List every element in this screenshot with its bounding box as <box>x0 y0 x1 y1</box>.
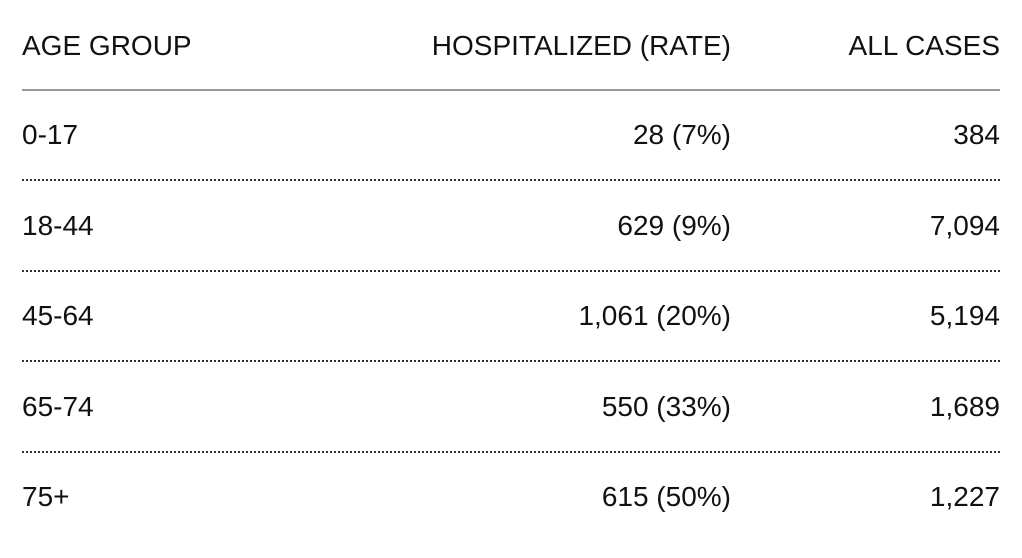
table-cell: 18-44 <box>22 209 94 241</box>
table-cell: 1,227 <box>929 481 1000 512</box>
table-cell: 45-64 <box>22 300 94 331</box>
table-cell: 75+ <box>22 481 70 512</box>
table-cell: 28 (7%) <box>632 119 731 150</box>
row-divider <box>22 179 1000 181</box>
header-cell: HOSPITALIZED (RATE) <box>431 30 731 61</box>
table-cell: 1,689 <box>929 390 1000 422</box>
row-divider <box>22 269 1000 272</box>
table-cell: 1,061 (20%) <box>578 300 731 331</box>
row-divider <box>22 360 1000 362</box>
header-rule <box>22 89 1000 91</box>
header-cell: AGE GROUP <box>22 30 192 61</box>
table-cell: 615 (50%) <box>601 481 731 512</box>
table-cell: 65-74 <box>22 390 94 422</box>
row-divider <box>22 450 1000 453</box>
table-cell: 0-17 <box>22 119 79 150</box>
table-cell: 384 <box>953 119 1000 150</box>
table-cell: 5,194 <box>929 300 1000 331</box>
table-cell: 629 (9%) <box>617 209 731 241</box>
table-cell: 550 (33%) <box>601 390 731 422</box>
table-cell: 7,094 <box>929 209 1000 241</box>
header-cell: ALL CASES <box>848 30 1000 61</box>
